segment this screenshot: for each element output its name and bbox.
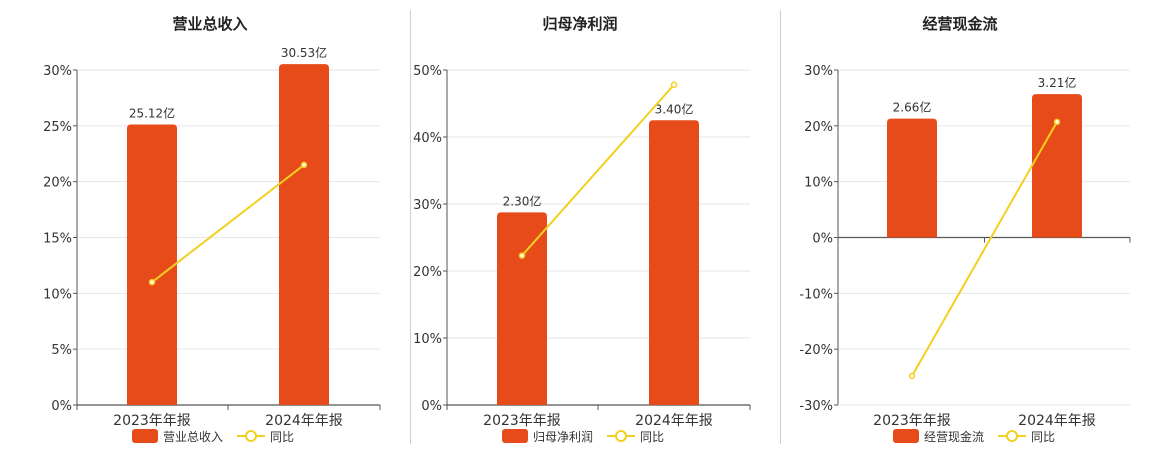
legend-bar-label: 归母净利润 (533, 430, 593, 444)
legend-line-marker (1006, 430, 1018, 442)
y-tick-label: 20% (413, 265, 442, 280)
yoy-line (911, 121, 1058, 377)
y-tick-label: 10% (43, 287, 72, 302)
panel-divider (410, 10, 411, 444)
legend-bar-swatch (132, 429, 158, 443)
chart-title: 经营现金流 (922, 15, 997, 33)
yoy-line (151, 164, 305, 283)
legend-line-marker (245, 430, 257, 442)
y-tick-label: 20% (43, 176, 72, 191)
legend-bar-label: 营业总收入 (163, 430, 223, 444)
y-tick-label: 15% (43, 232, 72, 247)
yoy-point (518, 252, 526, 259)
y-tick-label: 0% (421, 399, 442, 414)
x-tick-label: 2024年年报 (265, 413, 343, 429)
bar (649, 120, 699, 405)
bar (127, 124, 177, 405)
yoy-point (670, 81, 678, 88)
panel-divider (780, 10, 781, 444)
yoy-line (521, 84, 675, 257)
y-tick-label: -10% (799, 287, 833, 302)
yoy-point (1053, 118, 1061, 126)
y-tick-label: -30% (799, 399, 833, 414)
y-tick-label: 30% (804, 64, 833, 79)
legend-line-marker (615, 430, 627, 442)
y-tick-label: 0% (812, 232, 833, 247)
chart-title: 营业总收入 (172, 15, 247, 33)
legend-line-label: 同比 (1031, 430, 1055, 444)
y-tick-label: 50% (413, 64, 442, 79)
yoy-point (148, 278, 156, 286)
y-tick-label: 10% (413, 332, 442, 347)
y-tick-label: 25% (43, 120, 72, 135)
legend-bar-swatch (502, 429, 528, 443)
x-tick-label: 2023年年报 (483, 413, 561, 429)
y-tick-label: 0% (51, 399, 72, 414)
y-tick-label: 40% (413, 131, 442, 146)
y-tick-label: 10% (804, 176, 833, 191)
bar-data-label: 30.53亿 (281, 45, 327, 60)
yoy-point (908, 372, 916, 380)
bar (279, 64, 329, 405)
legend-line-label: 同比 (270, 430, 294, 444)
y-tick-label: -20% (799, 343, 833, 358)
y-tick-label: 20% (804, 120, 833, 135)
y-tick-label: 30% (413, 198, 442, 213)
bar-data-label: 2.66亿 (893, 100, 932, 115)
legend-bar-label: 经营现金流 (924, 429, 984, 444)
bar-data-label: 3.21亿 (1038, 75, 1077, 90)
bar (1032, 94, 1082, 238)
bar-data-label: 2.30亿 (503, 193, 542, 208)
yoy-point (300, 161, 308, 169)
y-tick-label: 5% (51, 343, 72, 358)
x-tick-label: 2023年年报 (873, 413, 951, 429)
bar (887, 118, 937, 238)
chart-title: 归母净利润 (542, 15, 617, 33)
x-tick-label: 2024年年报 (1018, 413, 1096, 429)
bar-data-label: 3.40亿 (655, 101, 694, 116)
x-tick-label: 2024年年报 (635, 413, 713, 429)
bar (497, 212, 547, 405)
x-tick-label: 2023年年报 (113, 413, 191, 429)
legend-line-label: 同比 (640, 430, 664, 444)
legend-bar-swatch (893, 429, 919, 443)
bar-data-label: 25.12亿 (129, 105, 175, 120)
y-tick-label: 30% (43, 64, 72, 79)
